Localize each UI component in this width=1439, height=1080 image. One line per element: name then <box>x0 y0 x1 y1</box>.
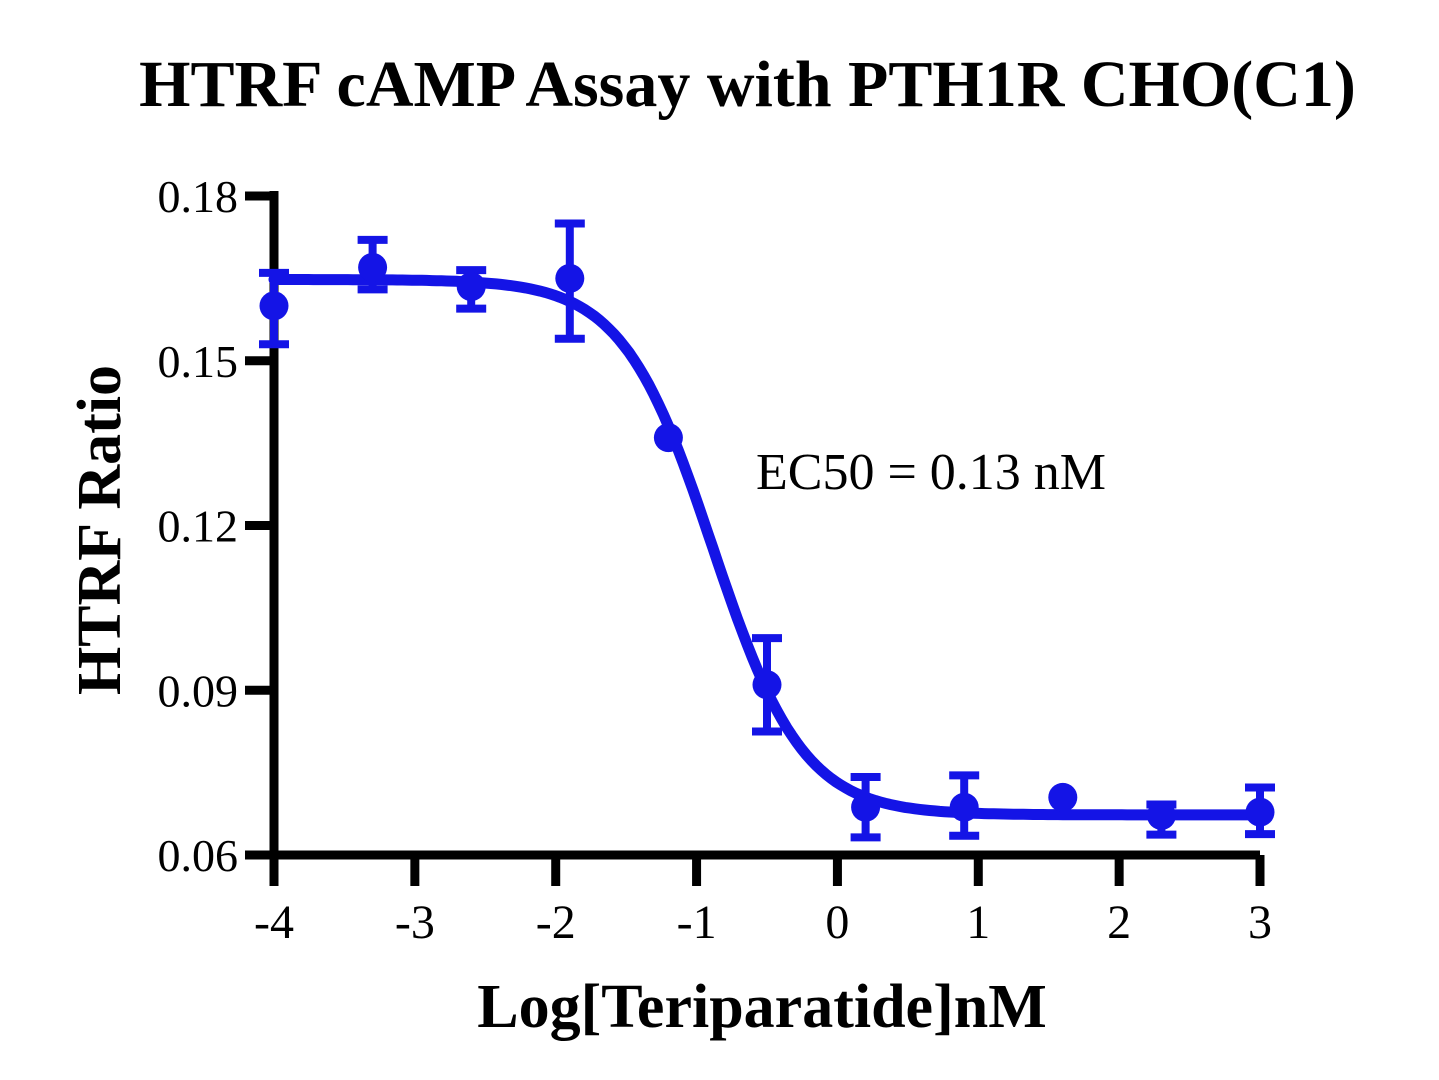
y-tick-label: 0.09 <box>158 665 239 716</box>
data-point-marker <box>259 291 289 321</box>
x-tick-label: -3 <box>395 896 435 949</box>
x-axis-label: Log[Teriparatide]nM <box>477 973 1047 1041</box>
data-point-marker <box>1245 797 1275 827</box>
x-tick-label: -1 <box>677 896 717 949</box>
x-tick-label: -2 <box>536 896 576 949</box>
data-point-marker <box>851 792 881 822</box>
data-point-marker <box>555 263 585 293</box>
y-tick-label: 0.18 <box>158 171 239 222</box>
x-tick-label: 1 <box>966 896 990 949</box>
data-point-marker <box>949 792 979 822</box>
y-tick-label: 0.15 <box>158 336 239 387</box>
x-tick-label: 0 <box>825 896 849 949</box>
chart-title: HTRF cAMP Assay with PTH1R CHO(C1) <box>139 48 1356 121</box>
x-tick-label: 3 <box>1248 896 1272 949</box>
data-point-marker <box>653 423 683 453</box>
data-point-marker <box>358 252 388 282</box>
data-point-marker <box>456 272 486 302</box>
data-point-marker <box>1048 782 1078 812</box>
x-tick-label: -4 <box>254 896 294 949</box>
y-tick-label: 0.06 <box>158 830 239 881</box>
ec50-annotation: EC50 = 0.13 nM <box>756 444 1107 501</box>
x-tick-label: 2 <box>1107 896 1131 949</box>
data-point-marker <box>752 670 782 700</box>
data-point-marker <box>1146 800 1176 830</box>
y-tick-label: 0.12 <box>158 501 239 552</box>
